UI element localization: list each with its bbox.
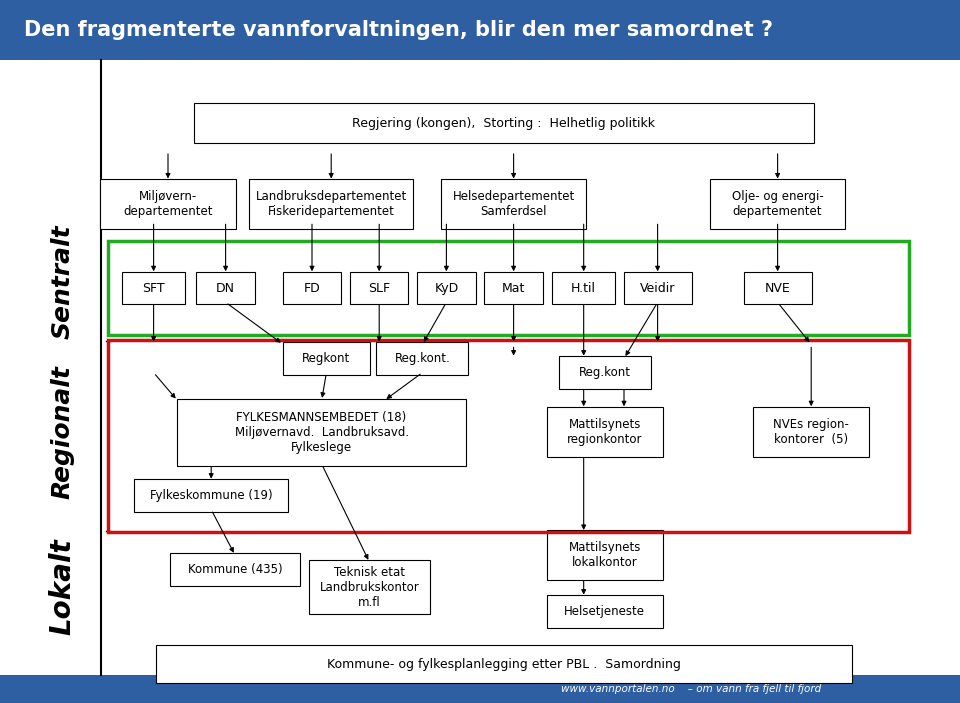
Text: DN: DN bbox=[216, 282, 235, 295]
Text: H.til: H.til bbox=[571, 282, 596, 295]
FancyBboxPatch shape bbox=[349, 272, 409, 304]
FancyBboxPatch shape bbox=[485, 272, 543, 304]
FancyBboxPatch shape bbox=[282, 272, 342, 304]
FancyBboxPatch shape bbox=[196, 272, 254, 304]
Text: Kommune- og fylkesplanlegging etter PBL .  Samordning: Kommune- og fylkesplanlegging etter PBL … bbox=[327, 658, 681, 671]
FancyBboxPatch shape bbox=[100, 179, 236, 229]
Text: Reg.kont: Reg.kont bbox=[579, 366, 631, 379]
Text: Den fragmenterte vannforvaltningen, blir den mer samordnet ?: Den fragmenterte vannforvaltningen, blir… bbox=[24, 20, 773, 40]
Text: Lokalt: Lokalt bbox=[48, 538, 77, 636]
Text: Regionalt: Regionalt bbox=[51, 366, 75, 499]
FancyBboxPatch shape bbox=[283, 342, 371, 375]
FancyBboxPatch shape bbox=[710, 179, 846, 229]
FancyBboxPatch shape bbox=[753, 407, 870, 457]
Text: www.vannportalen.no    – om vann fra fjell til fjord: www.vannportalen.no – om vann fra fjell … bbox=[561, 684, 822, 694]
FancyBboxPatch shape bbox=[624, 272, 692, 304]
FancyBboxPatch shape bbox=[552, 272, 615, 304]
FancyBboxPatch shape bbox=[376, 342, 468, 375]
FancyBboxPatch shape bbox=[156, 645, 852, 683]
Text: NVEs region-
kontorer  (5): NVEs region- kontorer (5) bbox=[773, 418, 850, 446]
Text: Regkont: Regkont bbox=[302, 352, 350, 365]
Text: Helsetjeneste: Helsetjeneste bbox=[564, 605, 645, 618]
Text: Mattilsynets
regionkontor: Mattilsynets regionkontor bbox=[567, 418, 642, 446]
FancyBboxPatch shape bbox=[194, 103, 814, 143]
Text: NVE: NVE bbox=[765, 282, 790, 295]
Text: Landbruksdepartementet
Fiskeridepartementet: Landbruksdepartementet Fiskeridepartemen… bbox=[255, 190, 407, 218]
FancyBboxPatch shape bbox=[178, 399, 467, 466]
Text: Mattilsynets
lokalkontor: Mattilsynets lokalkontor bbox=[568, 541, 641, 569]
Text: SFT: SFT bbox=[142, 282, 165, 295]
FancyBboxPatch shape bbox=[547, 530, 662, 581]
Text: FYLKESMANNSEMBEDET (18)
Miljøvernavd.  Landbruksavd.
Fylkeslege: FYLKESMANNSEMBEDET (18) Miljøvernavd. La… bbox=[234, 411, 409, 454]
Text: Veidir: Veidir bbox=[640, 282, 675, 295]
FancyBboxPatch shape bbox=[134, 479, 288, 512]
FancyBboxPatch shape bbox=[547, 595, 662, 628]
Text: Olje- og energi-
departementet: Olje- og energi- departementet bbox=[732, 190, 824, 218]
FancyBboxPatch shape bbox=[417, 272, 476, 304]
FancyBboxPatch shape bbox=[0, 675, 960, 703]
FancyBboxPatch shape bbox=[309, 560, 430, 614]
Text: FD: FD bbox=[303, 282, 321, 295]
Text: Fylkeskommune (19): Fylkeskommune (19) bbox=[150, 489, 273, 502]
Text: Miljøvern-
departementet: Miljøvern- departementet bbox=[123, 190, 213, 218]
Text: SLF: SLF bbox=[368, 282, 391, 295]
FancyBboxPatch shape bbox=[249, 179, 413, 229]
Text: Mat: Mat bbox=[502, 282, 525, 295]
FancyBboxPatch shape bbox=[744, 272, 812, 304]
FancyBboxPatch shape bbox=[170, 553, 300, 586]
Text: Helsedepartementet
Samferdsel: Helsedepartementet Samferdsel bbox=[452, 190, 575, 218]
Text: Reg.kont.: Reg.kont. bbox=[395, 352, 450, 365]
FancyBboxPatch shape bbox=[547, 407, 662, 457]
FancyBboxPatch shape bbox=[0, 0, 960, 60]
Text: Sentralt: Sentralt bbox=[51, 224, 75, 339]
Text: Regjering (kongen),  Storting :  Helhetlig politikk: Regjering (kongen), Storting : Helhetlig… bbox=[352, 117, 656, 129]
Text: KyD: KyD bbox=[434, 282, 459, 295]
FancyBboxPatch shape bbox=[122, 272, 185, 304]
FancyBboxPatch shape bbox=[559, 356, 651, 389]
FancyBboxPatch shape bbox=[442, 179, 586, 229]
Text: Kommune (435): Kommune (435) bbox=[188, 563, 282, 576]
Text: Teknisk etat
Landbrukskontor
m.fl: Teknisk etat Landbrukskontor m.fl bbox=[320, 565, 420, 609]
